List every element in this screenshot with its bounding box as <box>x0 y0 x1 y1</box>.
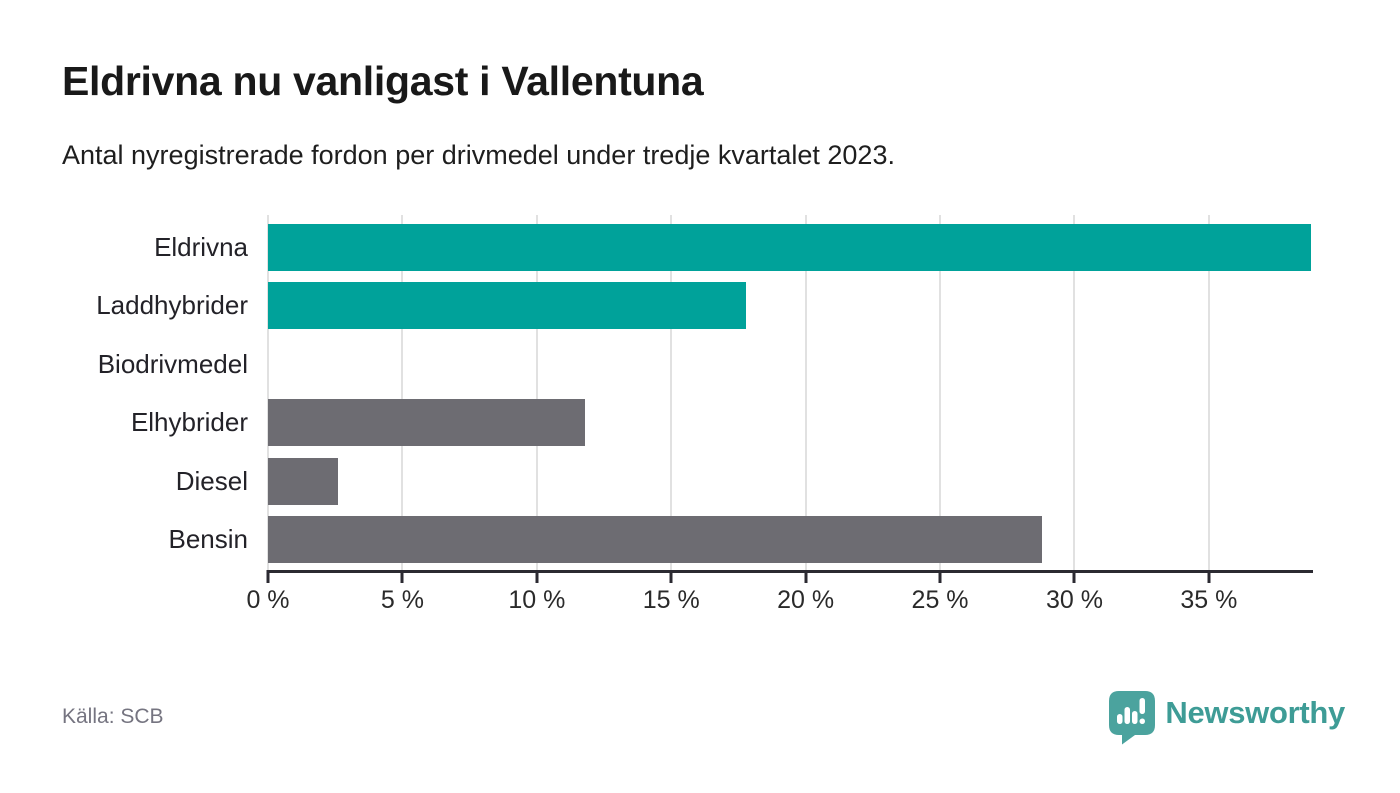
x-axis-line <box>268 570 1313 573</box>
newsworthy-logo: Newsworthy <box>1109 688 1345 746</box>
category-label-elhybrider: Elhybrider <box>130 407 248 438</box>
gridline-15 <box>670 215 673 570</box>
gridline-30 <box>1073 215 1076 570</box>
tick-35 <box>1207 570 1211 583</box>
gridline-20 <box>804 215 807 570</box>
category-label-bensin: Bensin <box>168 524 249 554</box>
tick-label-0: 0 % <box>246 586 290 614</box>
tick-0 <box>266 570 270 583</box>
x-axis-tick-labels: 0 % 5 % 10 % 15 % 20 % 25 % 30 % 35 % <box>246 586 1313 618</box>
gridline-35 <box>1207 215 1210 570</box>
tick-label-30: 30 % <box>1045 586 1103 614</box>
bar-elhybrider <box>268 399 586 447</box>
tick-label-15: 15 % <box>642 586 700 614</box>
category-label-biodrivmedel: Biodrivmedel <box>97 348 248 379</box>
gridline-10 <box>535 215 538 570</box>
chart-title: Eldrivna nu vanligast i Vallentuna <box>62 58 704 104</box>
chart-subtitle: Antal nyregistrerade fordon per drivmede… <box>62 140 895 170</box>
newsworthy-logo-text: Newsworthy <box>1165 695 1345 730</box>
gridline-25 <box>939 215 942 570</box>
tick-label-20: 20 % <box>777 586 835 614</box>
tick-10 <box>535 570 539 583</box>
category-label-diesel: Diesel <box>175 465 248 496</box>
gridline-0 <box>267 215 269 570</box>
tick-5 <box>400 570 404 583</box>
tick-30 <box>1072 570 1076 583</box>
bar-bensin <box>268 516 1043 563</box>
tick-label-10: 10 % <box>508 586 566 614</box>
plot-area <box>267 215 1311 570</box>
tick-15 <box>669 570 673 583</box>
bar-diesel <box>268 457 338 505</box>
bar-laddhybrider <box>268 282 747 330</box>
tick-label-5: 5 % <box>380 586 424 614</box>
bar-eldrivna <box>268 224 1311 271</box>
newsworthy-bubble-chart-icon <box>1109 691 1156 745</box>
source-note: Källa: SCB <box>62 705 164 728</box>
tick-20 <box>804 570 808 583</box>
category-label-laddhybrider: Laddhybrider <box>96 290 248 321</box>
tick-label-25: 25 % <box>911 586 969 614</box>
tick-25 <box>938 570 942 583</box>
gridline-5 <box>401 215 404 570</box>
tick-label-35: 35 % <box>1180 586 1238 614</box>
category-axis: Eldrivna Laddhybrider Biodrivmedel Elhybrid… <box>0 215 248 570</box>
category-label-eldrivna: Eldrivna <box>154 232 248 262</box>
x-axis-ticks <box>266 570 1313 584</box>
